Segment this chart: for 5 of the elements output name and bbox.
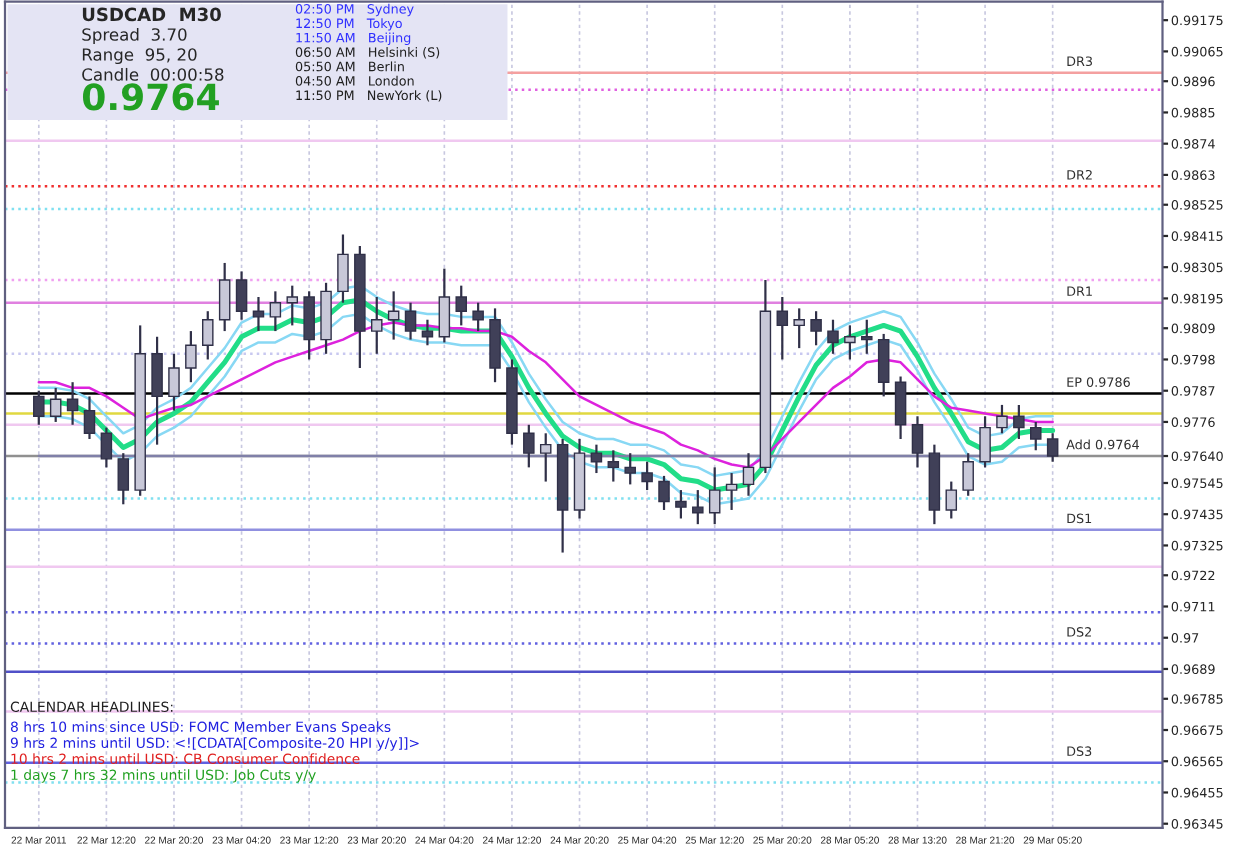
annotation: Range 95, 20 xyxy=(82,48,197,65)
annotation: USDCAD M30 xyxy=(82,7,221,22)
annotation: 0.9764 xyxy=(82,83,219,111)
annotation: Candle 00:00:58 xyxy=(82,67,224,81)
annotation: Spread 3.70 xyxy=(82,27,187,45)
